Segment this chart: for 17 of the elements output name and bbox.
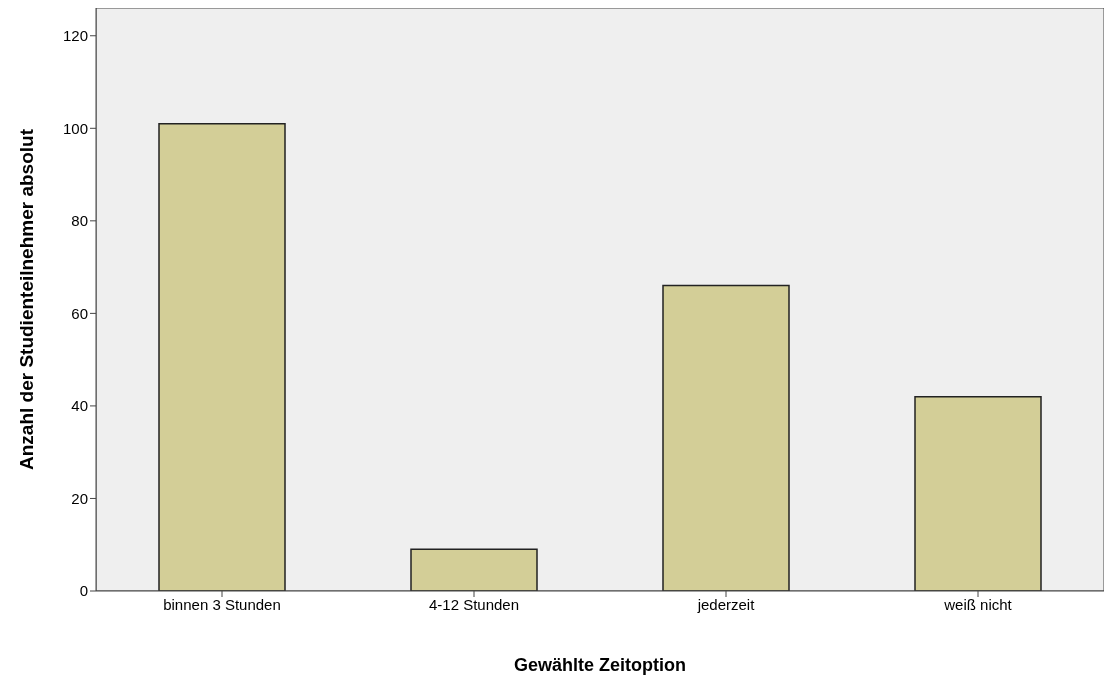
y-axis-title: Anzahl der Studienteilnehmer absolut: [15, 128, 37, 470]
y-tick-label: 40: [71, 397, 88, 415]
bar: [662, 284, 790, 591]
x-tick-label: 4-12 Stunden: [428, 595, 520, 613]
x-tick-label: jederzeit: [696, 595, 756, 613]
x-axis-title: Gewählte Zeitoption: [513, 655, 687, 675]
y-tick-label: 60: [71, 304, 88, 322]
bar: [158, 122, 286, 591]
x-tick-label: weiß nicht: [943, 595, 1013, 613]
y-tick-label: 0: [79, 582, 88, 600]
y-tick-label: 80: [71, 212, 88, 230]
y-tick-label: 20: [71, 489, 88, 507]
bar: [410, 548, 538, 591]
bar: [914, 395, 1042, 591]
x-tick-label: binnen 3 Stunden: [163, 595, 281, 613]
y-tick-label: 100: [62, 119, 88, 137]
y-tick-label: 120: [62, 27, 88, 45]
